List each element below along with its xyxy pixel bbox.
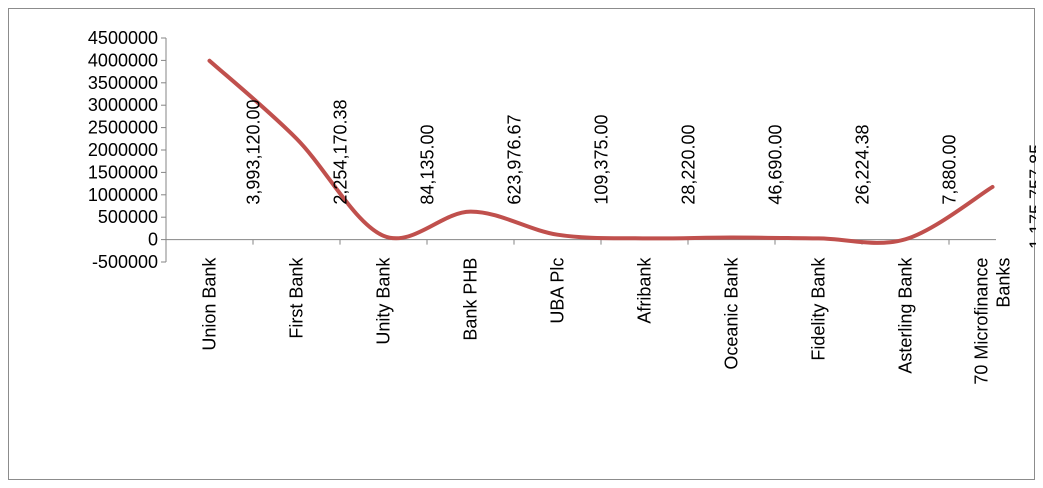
category-label: Bank PHB	[461, 258, 481, 341]
series-path	[207, 58, 995, 245]
series-line	[207, 58, 995, 245]
category-label: 70 Microfinance Banks	[972, 258, 1014, 385]
y-tick-label: 500000	[98, 207, 158, 227]
y-tick-label: 0	[148, 230, 158, 250]
data-label: 7,880.00	[940, 135, 960, 205]
category-labels: Union Bank First Bank Unity Bank Bank PHB UB…	[200, 257, 1014, 385]
data-label: 623,976.67	[505, 115, 525, 205]
y-tick-label: 1500000	[88, 162, 158, 182]
data-labels: 3,993,120.00 2,254,170.38 84,135.00 623,976…	[244, 99, 1043, 249]
category-label-line: Banks	[994, 258, 1014, 308]
y-tick-label: 2000000	[88, 140, 158, 160]
data-label: 26,224.38	[853, 125, 873, 205]
y-tick-label: 3000000	[88, 95, 158, 115]
category-label: UBA Plc	[548, 258, 568, 324]
category-label: Union Bank	[200, 257, 220, 351]
y-tick-label: 4000000	[88, 50, 158, 70]
category-label-line: 70 Microfinance	[972, 258, 992, 385]
category-label: Unity Bank	[374, 257, 394, 345]
data-label: 84,135.00	[418, 125, 438, 205]
chart-frame: 4500000 4000000 3500000 3000000 2500000 20000…	[8, 8, 1043, 480]
category-label-line: Fidelity Bank	[809, 257, 829, 361]
data-label: 28,220.00	[679, 125, 699, 205]
y-tick-label: 1000000	[88, 185, 158, 205]
category-label-line: Unity Bank	[374, 257, 394, 345]
category-label: Oceanic Bank	[722, 257, 742, 370]
data-label: 109,375.00	[592, 115, 612, 205]
data-label: 2,254,170.38	[331, 99, 351, 204]
category-label: Fidelity Bank	[809, 257, 829, 361]
category-label: Afribank	[635, 257, 655, 324]
y-tick-label: 3500000	[88, 73, 158, 93]
category-label: Asterling Bank	[896, 257, 916, 374]
category-label-line: Bank PHB	[461, 258, 481, 341]
category-label: First Bank	[287, 257, 307, 339]
data-label: 1,175,757.85	[1027, 144, 1037, 249]
category-label-line: Afribank	[635, 257, 655, 324]
category-label-line: UBA Plc	[548, 258, 568, 324]
data-label: 3,993,120.00	[244, 99, 264, 204]
category-label-line: First Bank	[287, 257, 307, 339]
category-label-line: Oceanic Bank	[722, 257, 742, 370]
data-label: 46,690.00	[766, 125, 786, 205]
x-axis	[166, 239, 996, 245]
category-label-line: Union Bank	[200, 257, 220, 351]
y-tick-label: 4500000	[88, 28, 158, 48]
category-label-line: Asterling Bank	[896, 257, 916, 374]
y-tick-label: -500000	[92, 252, 158, 272]
y-tick-label: 2500000	[88, 118, 158, 138]
